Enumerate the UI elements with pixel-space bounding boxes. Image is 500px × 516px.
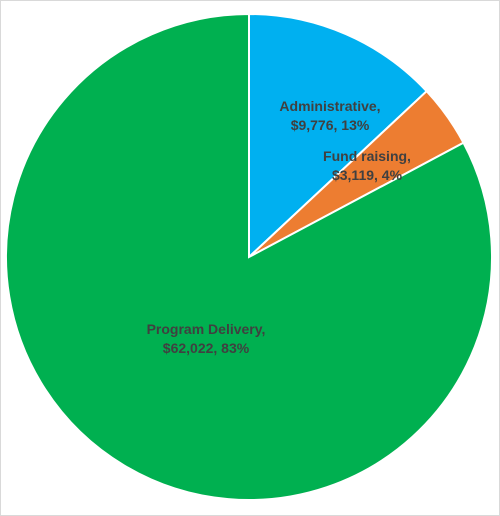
- slice-label-name: Fund raising,: [323, 148, 411, 164]
- slice-label-value: $9,776, 13%: [291, 117, 370, 133]
- pie-slice-administrative: [248, 12, 429, 260]
- slice-label-value: $3,119, 4%: [332, 167, 403, 183]
- slice-label-name: Administrative,: [279, 98, 380, 114]
- slice-label-value: $62,022, 83%: [163, 340, 250, 356]
- pie-slice-program-delivery: [5, 12, 493, 501]
- pie-labels: Administrative, $9,776, 13% Fund raising, $…: [147, 98, 411, 356]
- slice-label-name: Program Delivery,: [147, 321, 266, 337]
- pie-slices: [5, 12, 493, 501]
